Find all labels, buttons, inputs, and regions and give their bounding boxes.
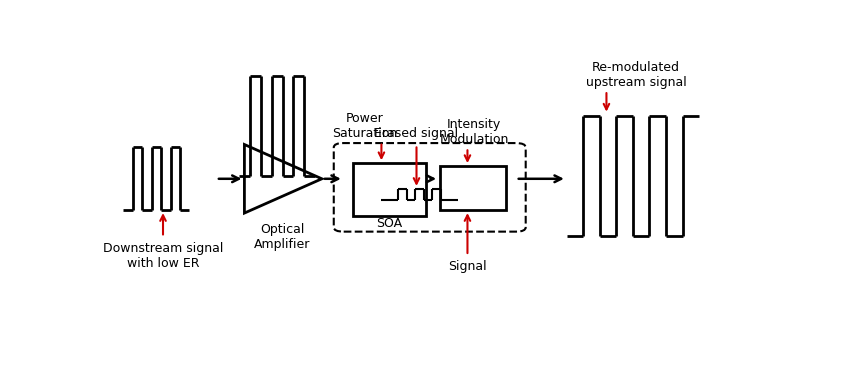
Text: Erased signal: Erased signal bbox=[374, 127, 458, 140]
Text: Re-modulated
upstream signal: Re-modulated upstream signal bbox=[585, 61, 686, 89]
Text: Intensity
Modulation: Intensity Modulation bbox=[439, 118, 508, 146]
Bar bbox=[352, 163, 426, 216]
Text: SOA: SOA bbox=[376, 217, 402, 230]
Text: Downstream signal
with low ER: Downstream signal with low ER bbox=[102, 242, 223, 270]
Text: Signal: Signal bbox=[448, 260, 486, 273]
Bar bbox=[439, 166, 505, 210]
Text: Optical
Amplifier: Optical Amplifier bbox=[253, 223, 310, 251]
Text: Power
Saturation: Power Saturation bbox=[332, 112, 397, 140]
